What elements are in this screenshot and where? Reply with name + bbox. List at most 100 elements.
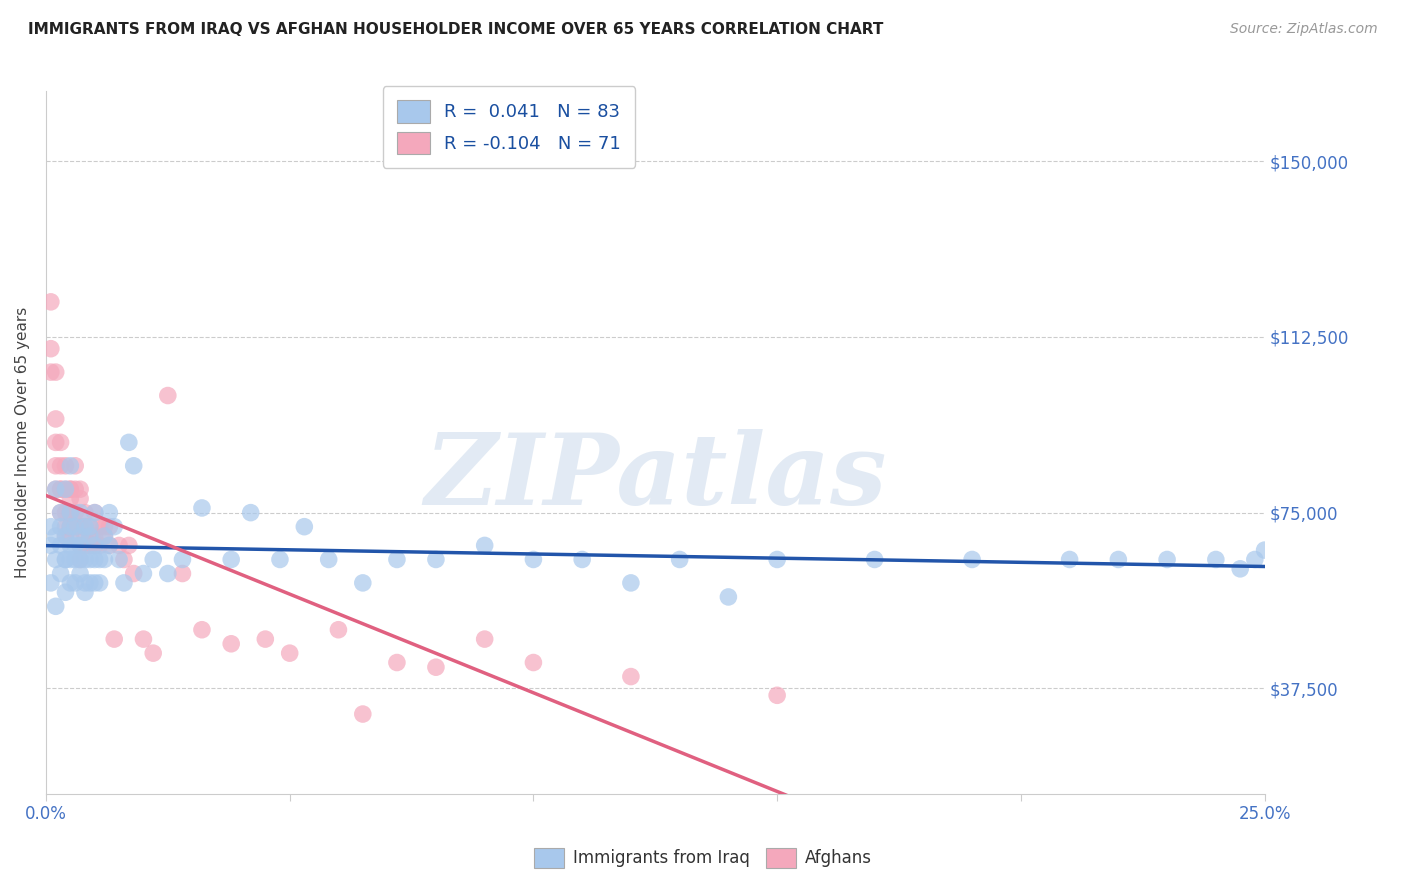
Point — [55, 458, 77, 473]
Point — [55, 506, 77, 520]
Point — [73, 519, 96, 533]
Point — [668, 552, 690, 566]
Point — [45, 552, 67, 566]
Point — [122, 458, 145, 473]
Point — [69, 529, 91, 543]
Point — [118, 435, 141, 450]
Point — [766, 552, 789, 566]
Point — [1107, 552, 1129, 566]
Point — [69, 491, 91, 506]
Y-axis label: Householder Income Over 65 years: Householder Income Over 65 years — [15, 307, 30, 578]
Point — [571, 552, 593, 566]
Point — [63, 506, 86, 520]
Point — [1205, 552, 1227, 566]
Point — [103, 632, 125, 646]
Point — [83, 538, 105, 552]
Point — [63, 519, 86, 533]
Point — [254, 632, 277, 646]
Point — [83, 529, 105, 543]
Point — [1059, 552, 1081, 566]
Text: ZIPatlas: ZIPatlas — [425, 429, 886, 525]
Point — [219, 637, 242, 651]
Point — [352, 706, 374, 721]
Point — [83, 506, 105, 520]
Point — [49, 566, 72, 581]
Point — [49, 482, 72, 496]
Point — [63, 552, 86, 566]
Point — [69, 552, 91, 566]
Point — [385, 552, 408, 566]
Point — [278, 646, 301, 660]
Point — [49, 519, 72, 533]
Point — [191, 623, 214, 637]
Point — [93, 529, 115, 543]
Point — [45, 482, 67, 496]
Point — [63, 538, 86, 552]
Point — [39, 575, 62, 590]
Point — [112, 575, 135, 590]
Point — [156, 388, 179, 402]
Point — [156, 566, 179, 581]
Point — [318, 552, 340, 566]
Point — [960, 552, 983, 566]
Point — [55, 552, 77, 566]
Point — [49, 506, 72, 520]
Point — [63, 575, 86, 590]
Point — [79, 519, 101, 533]
Point — [1243, 552, 1265, 566]
Point — [59, 519, 82, 533]
Point — [73, 519, 96, 533]
Point — [79, 552, 101, 566]
Point — [474, 538, 496, 552]
Point — [45, 599, 67, 614]
Point — [55, 529, 77, 543]
Point — [73, 552, 96, 566]
Point — [118, 538, 141, 552]
Point — [69, 482, 91, 496]
Point — [620, 575, 643, 590]
Point — [45, 365, 67, 379]
Point — [63, 458, 86, 473]
Point — [717, 590, 740, 604]
Point — [98, 538, 121, 552]
Point — [45, 435, 67, 450]
Point — [98, 519, 121, 533]
Point — [83, 506, 105, 520]
Point — [425, 660, 447, 674]
Text: IMMIGRANTS FROM IRAQ VS AFGHAN HOUSEHOLDER INCOME OVER 65 YEARS CORRELATION CHAR: IMMIGRANTS FROM IRAQ VS AFGHAN HOUSEHOLD… — [28, 22, 883, 37]
Point — [59, 482, 82, 496]
Point — [59, 482, 82, 496]
Point — [59, 575, 82, 590]
Point — [69, 552, 91, 566]
Point — [69, 538, 91, 552]
Point — [59, 519, 82, 533]
Point — [49, 538, 72, 552]
Point — [108, 538, 131, 552]
Point — [522, 552, 544, 566]
Point — [103, 519, 125, 533]
Point — [73, 538, 96, 552]
Point — [328, 623, 350, 637]
Point — [474, 632, 496, 646]
Point — [49, 458, 72, 473]
Point — [49, 482, 72, 496]
Point — [83, 575, 105, 590]
Point — [89, 552, 111, 566]
Point — [269, 552, 291, 566]
Point — [73, 585, 96, 599]
Point — [69, 538, 91, 552]
Point — [142, 552, 165, 566]
Point — [55, 529, 77, 543]
Point — [292, 519, 315, 533]
Point — [39, 519, 62, 533]
Point — [239, 506, 262, 520]
Point — [49, 506, 72, 520]
Point — [98, 538, 121, 552]
Point — [55, 519, 77, 533]
Point — [132, 566, 155, 581]
Point — [132, 632, 155, 646]
Legend: Immigrants from Iraq, Afghans: Immigrants from Iraq, Afghans — [527, 841, 879, 875]
Point — [59, 458, 82, 473]
Point — [39, 538, 62, 552]
Point — [191, 500, 214, 515]
